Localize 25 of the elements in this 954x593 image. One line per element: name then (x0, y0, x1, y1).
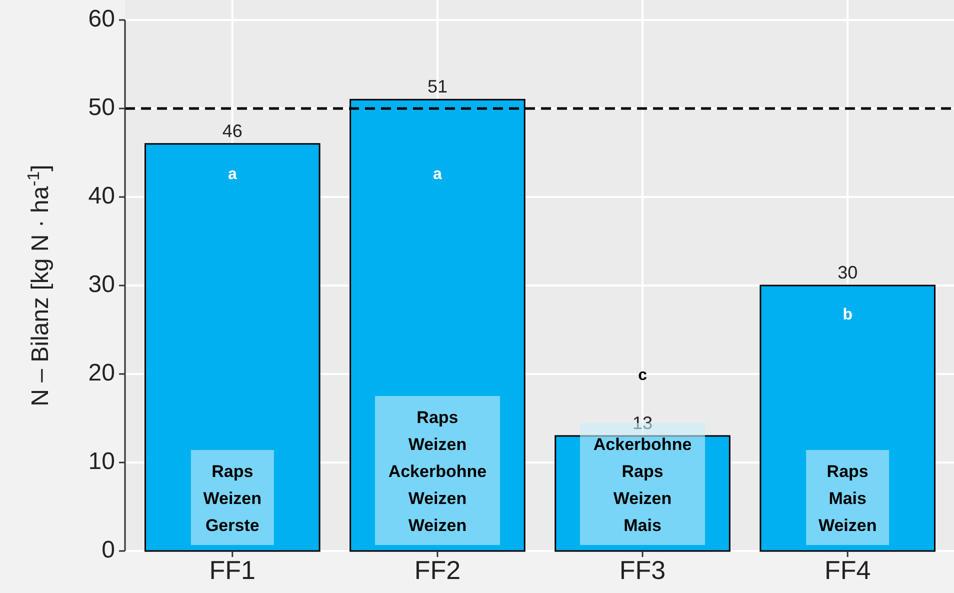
annotation: c (638, 367, 648, 384)
y-tick-label: 0 (102, 536, 115, 564)
data-label: 30 (838, 262, 858, 282)
annotation: a (433, 166, 442, 184)
x-tick-label: FF3 (619, 555, 666, 585)
bar (760, 284, 936, 552)
annotation: Raps Weizen Ackerbohne Weizen Weizen (388, 408, 487, 535)
y-tick-label: 60 (88, 5, 115, 32)
data-label: 51 (427, 76, 448, 97)
annotation: Raps Weizen Gerste (203, 462, 262, 535)
annotation: b (842, 306, 853, 324)
data-label: 13 (632, 412, 653, 433)
annotation: a (228, 166, 237, 184)
bar (144, 143, 320, 552)
x-tick-label: FF2 (414, 555, 461, 585)
annotation: Raps Mais Weizen (818, 462, 877, 535)
y-tick-label: 50 (88, 94, 115, 121)
x-tick-label: FF4 (824, 555, 871, 585)
annotation: Ackerbohne Raps Weizen Mais (593, 435, 692, 535)
y-tick-label: 40 (88, 182, 115, 210)
x-tick-label: FF1 (209, 555, 256, 585)
data-label: 46 (222, 120, 242, 141)
y-tick-label: 30 (88, 270, 115, 298)
y-tick-label: 10 (88, 448, 115, 475)
y-tick-label: 20 (88, 359, 115, 386)
